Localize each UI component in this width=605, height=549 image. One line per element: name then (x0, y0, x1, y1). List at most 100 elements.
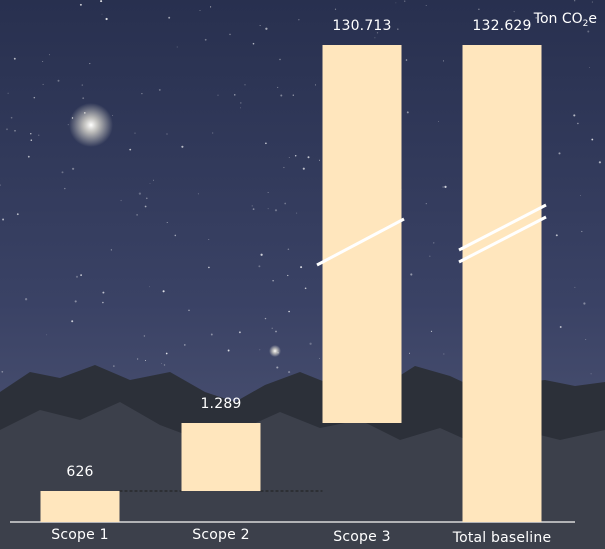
star (397, 28, 399, 30)
star (430, 330, 433, 333)
star (162, 290, 165, 293)
star (212, 132, 214, 134)
star (210, 6, 212, 8)
star (433, 242, 435, 244)
star (442, 186, 444, 188)
star (429, 255, 431, 257)
star (425, 203, 427, 205)
star (188, 309, 190, 312)
star (138, 192, 142, 195)
star (404, 0, 406, 2)
star (101, 13, 103, 15)
star (277, 86, 279, 88)
bar-scope-2 (181, 423, 261, 491)
star (112, 115, 114, 116)
axis-break-mark (458, 203, 547, 252)
star (410, 273, 413, 276)
star (129, 148, 132, 151)
star (71, 167, 75, 170)
star (574, 0, 576, 2)
star (30, 139, 33, 141)
star (240, 107, 241, 109)
star (183, 344, 186, 346)
star (272, 280, 274, 282)
star (144, 359, 147, 362)
star (259, 349, 261, 351)
star (46, 334, 48, 336)
star (319, 159, 320, 161)
star (558, 152, 561, 155)
star (577, 122, 579, 125)
star (13, 57, 16, 60)
star (2, 218, 5, 221)
star (264, 317, 267, 320)
star (166, 133, 168, 135)
star (288, 310, 290, 313)
star (199, 10, 201, 11)
star (208, 266, 210, 269)
star (580, 195, 581, 196)
star (279, 58, 281, 61)
category-label: Scope 3 (333, 529, 391, 545)
star (265, 142, 267, 145)
star (24, 298, 28, 301)
star (64, 187, 66, 190)
star (152, 179, 154, 181)
star (16, 213, 19, 216)
star (239, 102, 242, 104)
star (0, 184, 1, 186)
star (591, 1, 593, 3)
star (478, 8, 480, 11)
star (274, 209, 278, 212)
star (573, 114, 576, 117)
star (143, 335, 146, 337)
star (141, 92, 143, 95)
star (61, 171, 64, 174)
star (57, 79, 60, 82)
star (258, 265, 261, 268)
bright-star (69, 103, 113, 147)
star (555, 234, 558, 237)
star (163, 364, 166, 366)
star (33, 96, 36, 99)
star (298, 19, 300, 21)
star (14, 129, 16, 132)
star (197, 193, 199, 195)
star (296, 212, 298, 214)
star (283, 166, 285, 169)
value-label: 1.289 (200, 396, 242, 412)
star (252, 42, 255, 45)
star (284, 202, 287, 205)
star (267, 208, 269, 210)
star (535, 17, 538, 19)
star (294, 155, 297, 157)
value-label: 626 (66, 464, 94, 480)
star (265, 27, 268, 30)
star (409, 352, 410, 354)
star (574, 286, 576, 288)
star (89, 63, 91, 65)
star (181, 145, 184, 148)
value-label: 130.713 (332, 18, 392, 34)
star (252, 208, 255, 210)
bar-total-baseline (462, 45, 542, 522)
star (102, 301, 104, 304)
bar-scope-1 (40, 491, 120, 522)
star (229, 33, 231, 36)
star (80, 274, 82, 276)
star (234, 94, 236, 96)
bright-star (269, 345, 281, 357)
star (304, 287, 307, 290)
star (120, 199, 122, 202)
star (204, 38, 207, 41)
star (158, 88, 161, 91)
star (149, 183, 151, 184)
category-label: Total baseline (452, 530, 552, 546)
star (176, 46, 178, 48)
star (238, 331, 241, 334)
star (300, 266, 303, 269)
star (442, 60, 444, 62)
star (251, 205, 253, 207)
unit-label: Ton CO2e (533, 11, 597, 29)
star (288, 371, 291, 374)
